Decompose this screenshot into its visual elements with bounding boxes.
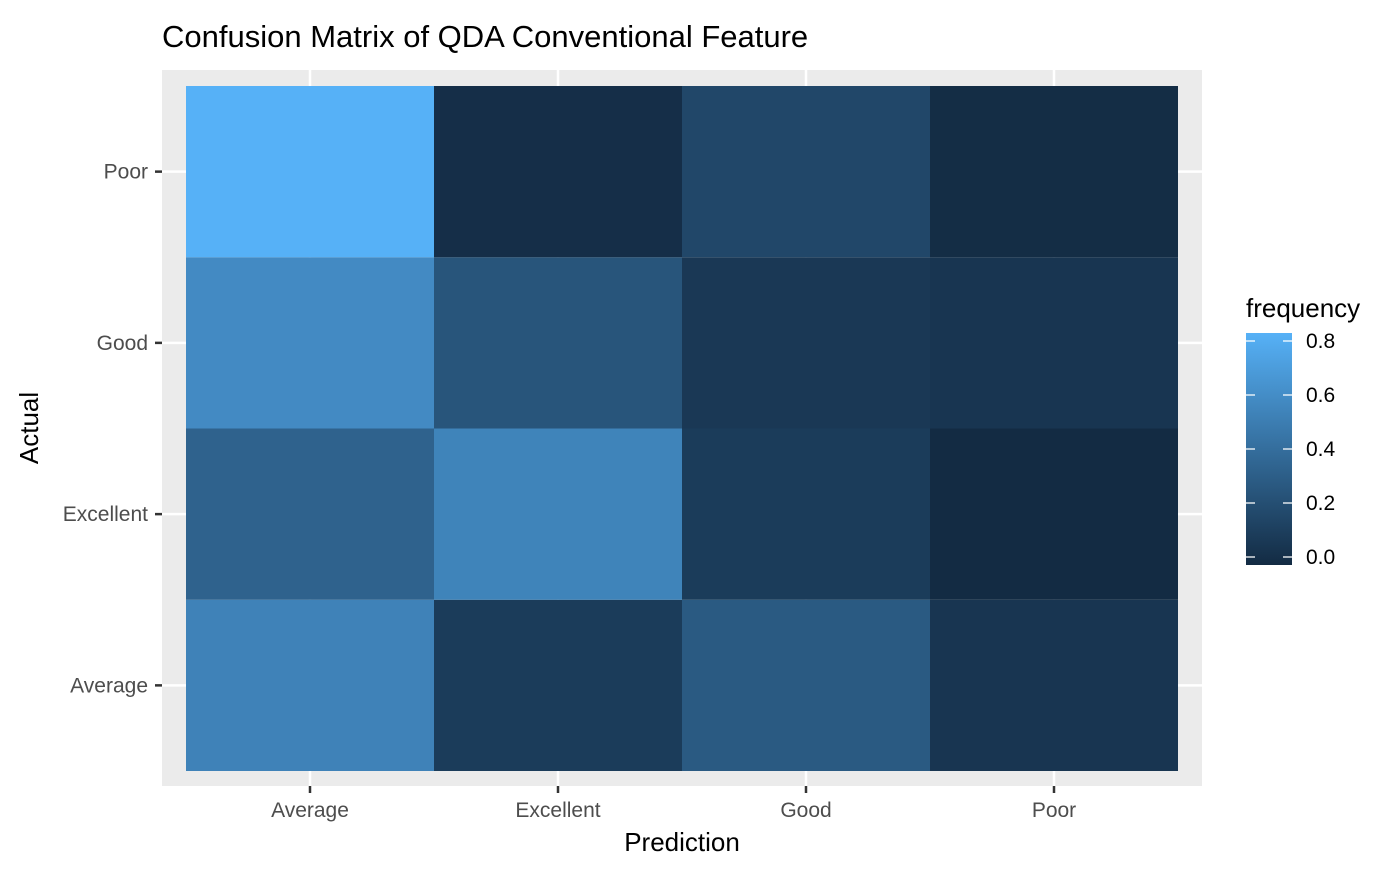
- heatmap-tiles: Average / Average: 0.52Average / Excelle…: [186, 86, 1178, 771]
- tile-good-excellent: Good / Excellent: 0.25: [434, 257, 682, 429]
- x-tick-label-excellent: Excellent: [515, 799, 600, 822]
- x-tick-label-poor: Poor: [1032, 799, 1076, 822]
- tile-good-average: Good / Average: 0.57: [186, 257, 434, 429]
- tile-average-excellent: Average / Excellent: 0.1: [434, 599, 682, 771]
- x-tick-label-average: Average: [271, 799, 349, 822]
- x-tick-label-good: Good: [780, 799, 831, 822]
- tile-poor-poor: Poor / Poor: 0.01: [930, 86, 1178, 258]
- tile-excellent-poor: Excellent / Poor: 0: [930, 428, 1178, 600]
- chart-title: Confusion Matrix of QDA Conventional Fea…: [162, 19, 808, 54]
- y-axis-title: Actual: [14, 392, 44, 464]
- legend-label-3: 0.6: [1306, 384, 1335, 407]
- tile-poor-excellent: Poor / Excellent: 0.02: [434, 86, 682, 258]
- tile-poor-good: Poor / Good: 0.17: [682, 86, 930, 258]
- legend-label-1: 0.2: [1306, 492, 1335, 515]
- tile-good-good: Good / Good: 0.08: [682, 257, 930, 429]
- tile-good-poor: Good / Poor: 0.06: [930, 257, 1178, 429]
- tile-average-good: Average / Good: 0.28: [682, 599, 930, 771]
- y-tick-label-poor: Poor: [104, 161, 148, 184]
- legend-label-2: 0.4: [1306, 438, 1336, 461]
- tile-average-poor: Average / Poor: 0.06: [930, 599, 1178, 771]
- legend-label-4: 0.8: [1306, 330, 1335, 353]
- y-tick-label-average: Average: [70, 674, 148, 697]
- y-tick-label-good: Good: [97, 332, 148, 355]
- x-axis-title: Prediction: [624, 827, 740, 857]
- tile-average-average: Average / Average: 0.52: [186, 599, 434, 771]
- tile-excellent-average: Excellent / Average: 0.33: [186, 428, 434, 600]
- legend-title: frequency: [1246, 293, 1360, 323]
- legend-ticks: 0.0 0.2 0.4 0.6 0.8: [1246, 330, 1336, 569]
- y-axis-ticks: Average Excellent Good Poor: [63, 161, 162, 697]
- tile-excellent-good: Excellent / Good: 0.1: [682, 428, 930, 600]
- y-tick-label-excellent: Excellent: [63, 503, 148, 526]
- legend-label-0: 0.0: [1306, 546, 1335, 569]
- tile-excellent-excellent: Excellent / Excellent: 0.53: [434, 428, 682, 600]
- x-axis-ticks: Average Excellent Good Poor: [271, 786, 1076, 822]
- tile-poor-average: Poor / Average: 0.8: [186, 86, 434, 258]
